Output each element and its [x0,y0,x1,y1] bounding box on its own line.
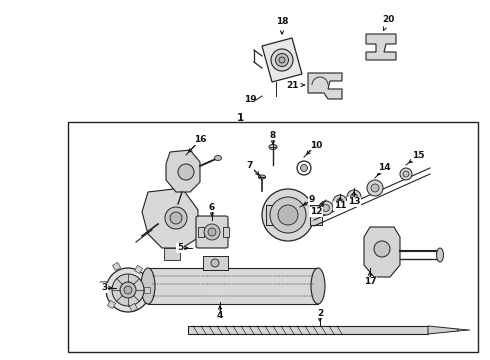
Text: 3: 3 [101,284,107,292]
Text: 15: 15 [412,152,424,161]
Ellipse shape [333,195,347,209]
Bar [203,256,228,270]
Ellipse shape [371,184,379,192]
FancyBboxPatch shape [196,216,228,248]
Text: 11: 11 [334,202,346,211]
Ellipse shape [215,156,221,161]
Ellipse shape [319,201,333,215]
Polygon shape [458,329,470,331]
Text: 12: 12 [310,207,322,216]
Text: 21: 21 [286,81,304,90]
Text: 7: 7 [247,162,253,171]
Ellipse shape [269,144,277,149]
Polygon shape [142,188,198,248]
Ellipse shape [278,205,298,225]
Ellipse shape [322,204,329,211]
Ellipse shape [300,165,308,171]
Ellipse shape [112,274,144,306]
Polygon shape [166,150,200,192]
Bar [113,262,121,271]
Bar [310,205,322,225]
Ellipse shape [178,164,194,180]
Ellipse shape [275,54,289,67]
Bar [107,301,116,309]
Text: 5: 5 [177,243,183,252]
Polygon shape [308,73,342,99]
Ellipse shape [337,198,343,206]
Ellipse shape [311,268,325,304]
Ellipse shape [400,168,412,180]
Ellipse shape [367,180,383,196]
Text: 6: 6 [209,202,215,211]
Ellipse shape [165,207,187,229]
Ellipse shape [208,228,216,236]
Ellipse shape [437,248,443,262]
Bar [68,122,478,352]
Ellipse shape [124,286,132,294]
Text: 17: 17 [364,278,376,287]
Ellipse shape [262,189,314,241]
Bar [148,268,318,304]
Text: 1: 1 [236,113,244,123]
Text: 14: 14 [378,163,391,172]
Polygon shape [428,326,458,334]
Text: 10: 10 [310,140,322,149]
Text: 20: 20 [382,15,394,31]
Text: 18: 18 [276,18,288,34]
Ellipse shape [120,282,136,298]
Bar [134,265,143,274]
Polygon shape [366,34,396,60]
Bar [100,281,106,287]
Bar [144,287,150,293]
Text: 13: 13 [348,198,360,207]
Polygon shape [262,38,302,82]
Ellipse shape [259,175,266,179]
Bar [223,227,229,237]
Text: 4: 4 [217,311,223,320]
Ellipse shape [204,224,220,240]
Ellipse shape [403,171,409,177]
Text: 2: 2 [317,309,323,318]
Ellipse shape [106,268,150,312]
Bar [198,227,204,237]
Ellipse shape [270,197,306,233]
Ellipse shape [170,212,182,224]
Ellipse shape [211,259,219,267]
Ellipse shape [271,49,293,71]
Bar [129,303,138,312]
Text: 9: 9 [309,195,315,204]
Text: 16: 16 [194,135,206,144]
Bar [266,205,278,225]
Ellipse shape [374,241,390,257]
Polygon shape [364,227,400,277]
Bar [188,326,428,334]
Ellipse shape [347,190,361,204]
Ellipse shape [141,268,155,304]
Text: 8: 8 [270,130,276,139]
Polygon shape [164,248,180,260]
Text: 19: 19 [244,95,256,104]
Ellipse shape [350,194,358,201]
Ellipse shape [279,57,285,63]
